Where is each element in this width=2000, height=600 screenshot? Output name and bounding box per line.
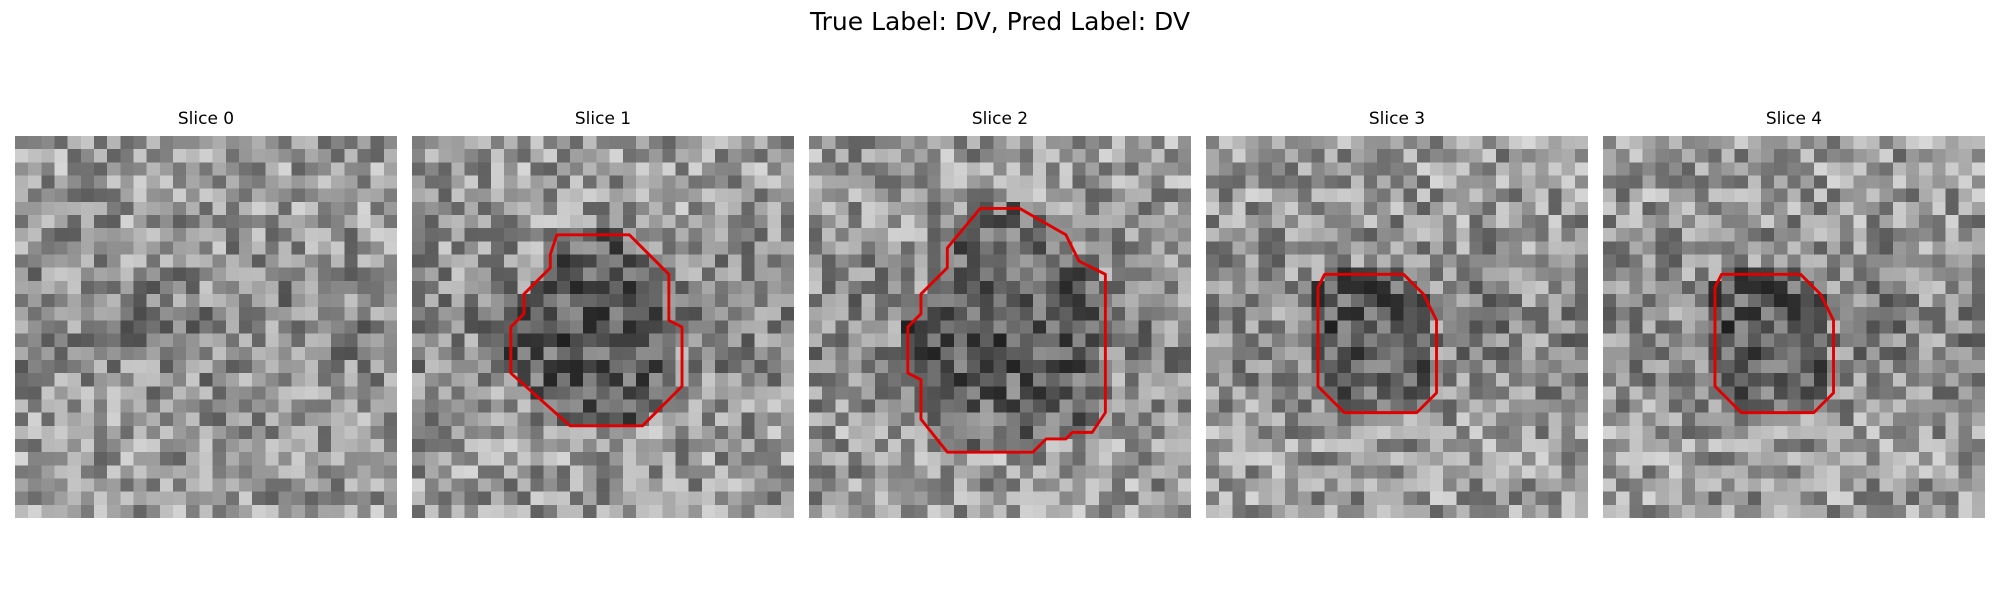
slice-title: Slice 1 <box>574 109 632 129</box>
slice-image <box>809 136 1191 518</box>
slice-image <box>412 136 794 518</box>
slice-title: Slice 2 <box>971 109 1029 129</box>
slice-panel: Slice 0 <box>15 104 397 518</box>
slice-panel: Slice 2 <box>809 104 1191 518</box>
slice-image <box>15 136 397 518</box>
slice-image <box>1603 136 1985 518</box>
figure-title: True Label: DV, Pred Label: DV <box>810 7 1190 36</box>
slice-image <box>1206 136 1588 518</box>
slice-panel: Slice 3 <box>1206 104 1588 518</box>
slice-panel: Slice 4 <box>1603 104 1985 518</box>
slice-title: Slice 0 <box>177 109 235 129</box>
slice-panel: Slice 1 <box>412 104 794 518</box>
slice-title: Slice 3 <box>1368 109 1426 129</box>
slice-title: Slice 4 <box>1765 109 1823 129</box>
